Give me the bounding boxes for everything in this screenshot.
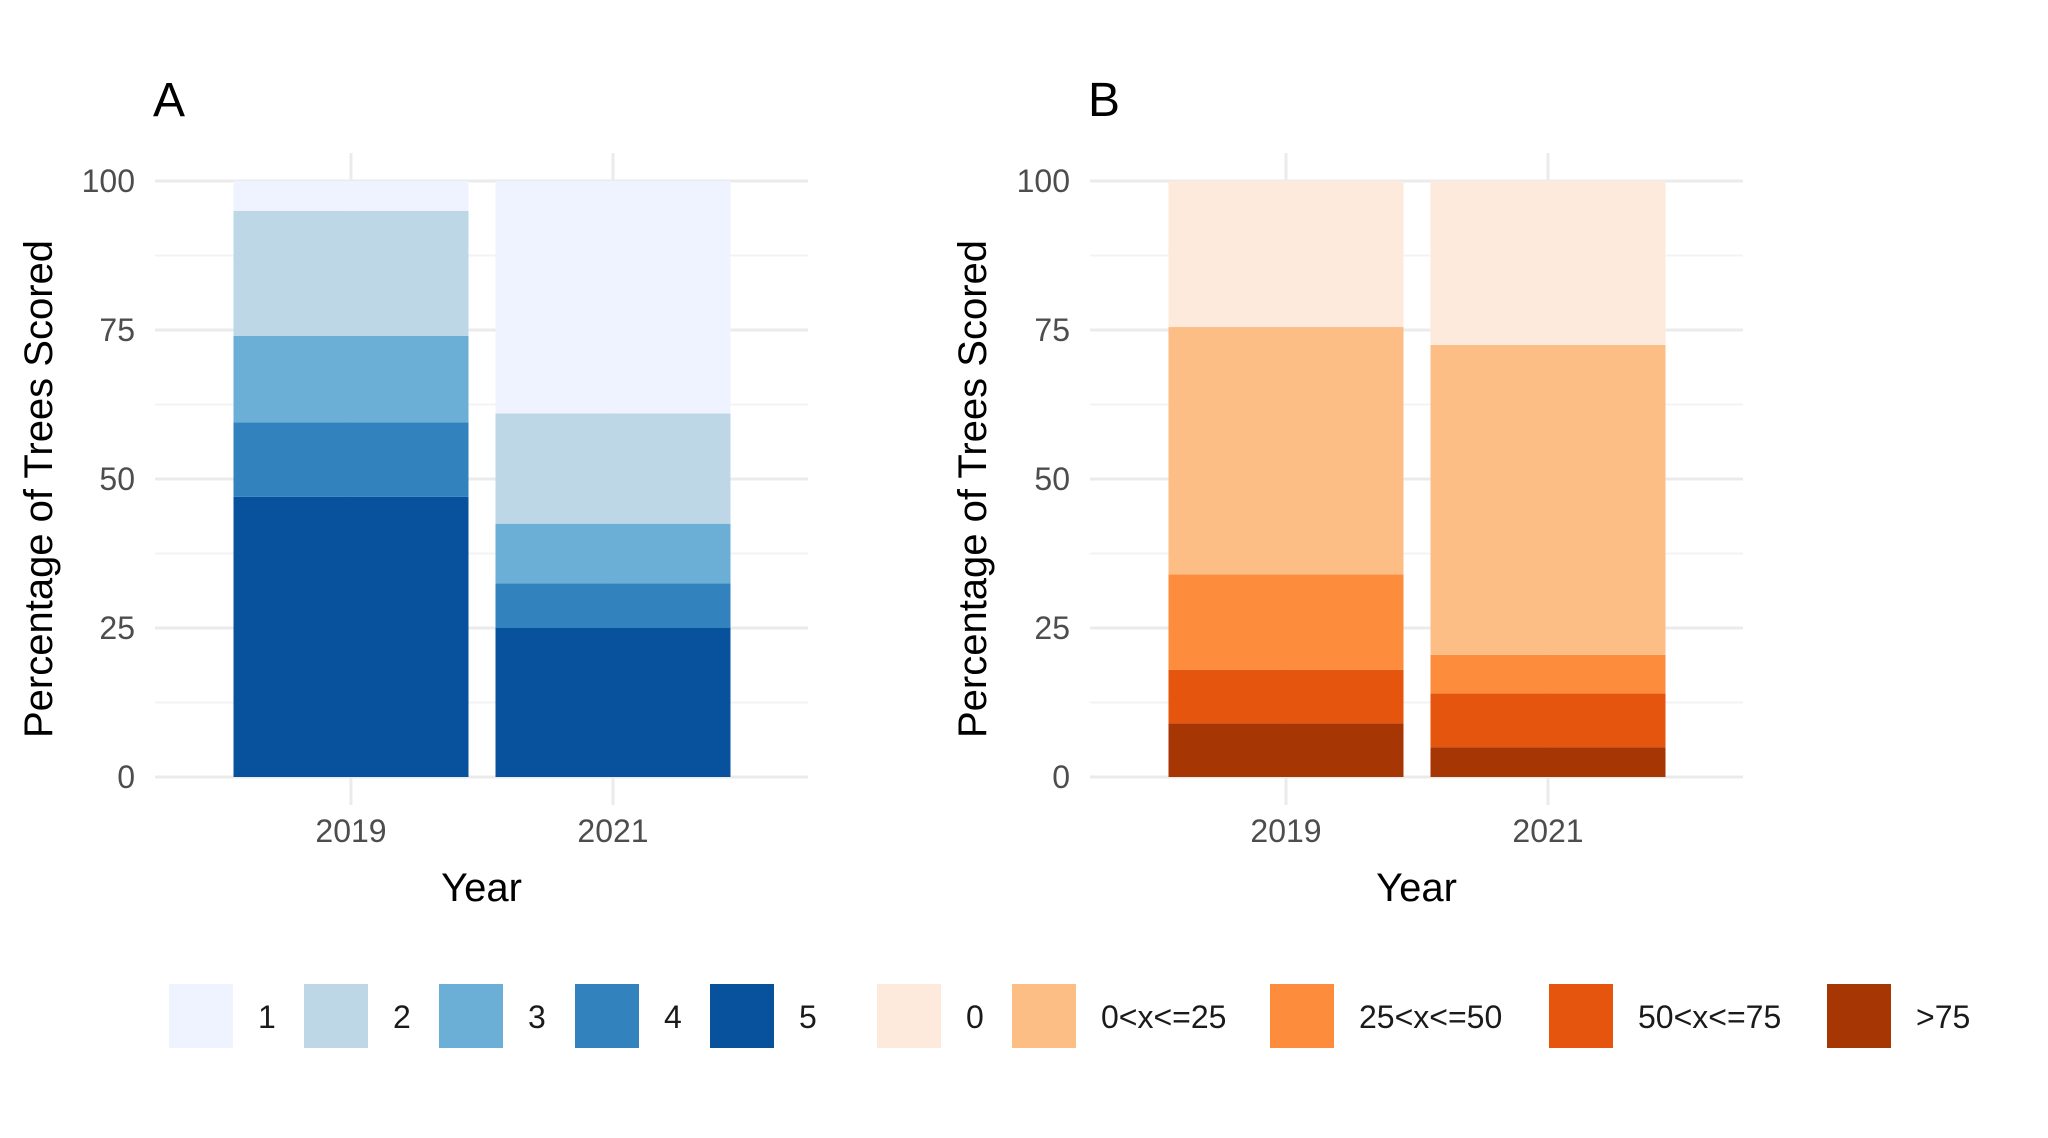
legend-label: 25<x<=50 — [1359, 999, 1502, 1035]
legend-label: >75 — [1916, 999, 1970, 1035]
legend-key — [1827, 984, 1891, 1048]
panel-a: 0 25 50 75 100 2019 2021 A Year Percentage of Tre… — [17, 74, 808, 910]
y-tick-label: 0 — [1052, 759, 1070, 795]
x-axis-title: Year — [441, 866, 522, 910]
x-tick-label: 2021 — [577, 813, 648, 849]
y-tick-label: 100 — [1017, 163, 1070, 199]
x-tick-label: 2021 — [1512, 813, 1583, 849]
legend-key — [1549, 984, 1613, 1048]
bar-segment-2019-series-4 — [233, 422, 469, 497]
legend-label: 3 — [528, 999, 546, 1035]
x-axis-title: Year — [1376, 866, 1457, 910]
y-tick-label: 25 — [1034, 610, 1070, 646]
bar-segment-2021-series->75 — [1430, 747, 1666, 777]
legend-key — [1012, 984, 1076, 1048]
legend-label: 2 — [393, 999, 411, 1035]
legend-key — [877, 984, 941, 1048]
bar-segment-2021-series-5 — [495, 628, 731, 777]
legend-key — [1270, 984, 1334, 1048]
bar-segment-2019-series-50<x<=75 — [1168, 669, 1404, 724]
legend-label: 1 — [258, 999, 276, 1035]
legend-key — [169, 984, 233, 1048]
legend-label: 4 — [664, 999, 682, 1035]
y-tick-label: 75 — [1034, 312, 1070, 348]
bar-segment-2019-series-3 — [233, 335, 469, 423]
bar-segment-2021-series-50<x<=75 — [1430, 693, 1666, 748]
legend-label: 50<x<=75 — [1638, 999, 1781, 1035]
legend-key — [710, 984, 774, 1048]
x-tick-label: 2019 — [315, 813, 386, 849]
legend-label: 5 — [799, 999, 817, 1035]
legend-key — [439, 984, 503, 1048]
legend-label: 0 — [966, 999, 984, 1035]
bar-segment-2019-series->75 — [1168, 723, 1404, 777]
y-tick-label: 50 — [1034, 461, 1070, 497]
legend-key — [304, 984, 368, 1048]
legend: 1 2 3 4 5 0 0<x<=25 25<x<=50 50<x<=75 >75 — [169, 984, 1970, 1048]
y-axis-title: Percentage of Trees Scored — [17, 240, 61, 738]
bar-segment-2019-series-5 — [233, 496, 469, 777]
y-tick-label: 100 — [82, 163, 135, 199]
bar-segment-2021-series-1 — [495, 181, 731, 414]
panel-label: A — [153, 74, 185, 127]
legend-key — [575, 984, 639, 1048]
bar-segment-2021-series-2 — [495, 413, 731, 524]
bar-segment-2019-series-25<x<=50 — [1168, 574, 1404, 670]
y-axis-title: Percentage of Trees Scored — [951, 240, 995, 738]
bar-segment-2019-series-0<x<=25 — [1168, 327, 1404, 575]
bar-segment-2021-series-3 — [495, 523, 731, 584]
bar-segment-2021-series-25<x<=50 — [1430, 654, 1666, 694]
y-tick-label: 25 — [99, 610, 135, 646]
bar-segment-2021-series-4 — [495, 583, 731, 628]
panel-b: 0 25 50 75 100 2019 2021 B Year Percentage of Tre… — [951, 74, 1743, 910]
x-tick-label: 2019 — [1250, 813, 1321, 849]
y-tick-label: 0 — [117, 759, 135, 795]
panel-label: B — [1088, 74, 1120, 127]
bar-segment-2019-series-1 — [233, 181, 469, 211]
y-tick-label: 75 — [99, 312, 135, 348]
y-tick-label: 50 — [99, 461, 135, 497]
bar-segment-2021-series-0 — [1430, 181, 1666, 345]
bar-segment-2019-series-2 — [233, 210, 469, 336]
legend-label: 0<x<=25 — [1101, 999, 1226, 1035]
bar-segment-2019-series-0 — [1168, 181, 1404, 328]
bar-segment-2021-series-0<x<=25 — [1430, 344, 1666, 655]
